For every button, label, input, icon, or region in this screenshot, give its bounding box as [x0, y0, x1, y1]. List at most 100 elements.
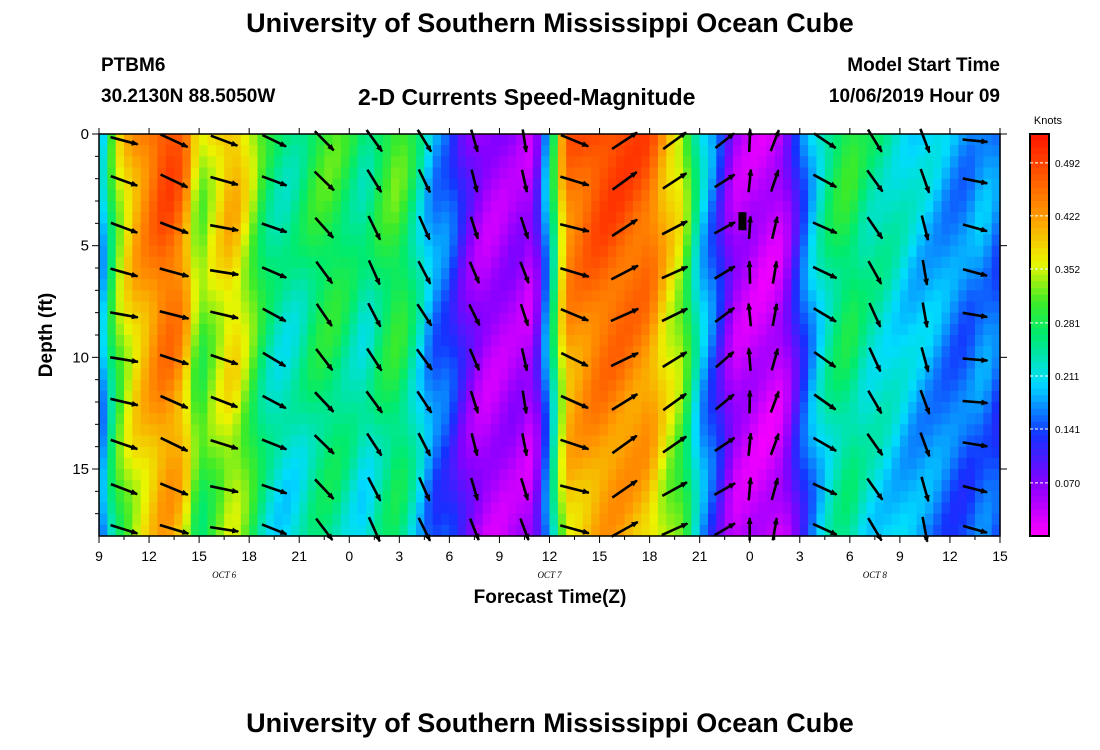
heat-cell [499, 524, 509, 537]
heat-cell [766, 212, 776, 224]
heat-cell [966, 189, 976, 202]
heat-cell [174, 156, 184, 169]
heat-cell [199, 234, 209, 247]
heat-cell [733, 335, 742, 347]
heat-cell [115, 223, 125, 236]
heat-cell [290, 346, 300, 358]
heat-cell [816, 279, 826, 291]
heat-cell [607, 335, 617, 347]
heat-cell [549, 402, 559, 414]
heat-cell [933, 145, 943, 157]
heat-cell [149, 245, 158, 258]
heat-cell [332, 435, 342, 448]
heat-cell [132, 379, 142, 392]
heat-cell [441, 167, 450, 180]
heat-cell [641, 201, 651, 213]
heat-cell [624, 167, 634, 180]
heat-cell [265, 201, 275, 213]
heat-cell [224, 156, 234, 169]
heat-cell [958, 178, 968, 191]
current-vector [520, 348, 529, 372]
heat-cell [816, 335, 826, 347]
heat-cell [332, 245, 342, 258]
heat-cell [441, 435, 450, 448]
heat-cell [416, 368, 425, 381]
heat-cell [657, 413, 667, 425]
heat-cell [924, 335, 934, 347]
heat-cell [99, 201, 108, 213]
heat-cell [207, 290, 217, 303]
heat-cell [207, 502, 217, 515]
heat-cell [883, 480, 893, 492]
heat-cell [449, 268, 459, 280]
heat-cell [824, 480, 834, 492]
heat-cell [557, 335, 567, 347]
heat-cell [299, 457, 309, 470]
current-vector [313, 434, 335, 455]
heat-cell [157, 502, 167, 515]
heat-cell [699, 513, 709, 526]
heat-cell [766, 524, 776, 537]
heat-cell [324, 524, 334, 537]
heat-cell [207, 413, 217, 425]
heat-cell [182, 323, 192, 336]
heat-cell [307, 513, 317, 526]
heat-cell [607, 290, 617, 303]
heat-cell [582, 156, 592, 169]
heat-cell [382, 301, 392, 314]
heat-cell [299, 335, 309, 347]
heat-cell [874, 502, 884, 515]
heat-cell [716, 145, 726, 157]
heat-cell [624, 413, 634, 425]
heat-cell [182, 167, 192, 180]
heat-cell [466, 390, 476, 403]
heat-cell [791, 268, 801, 280]
heat-cell [549, 268, 559, 280]
heat-cell [224, 279, 234, 291]
heat-cell [299, 167, 309, 180]
heat-cell [724, 268, 734, 280]
heat-cell [524, 256, 534, 269]
heat-cell [441, 212, 450, 224]
heat-cell [724, 189, 734, 202]
heat-cell [432, 491, 442, 504]
heat-cell [507, 279, 517, 291]
heat-cell [899, 234, 909, 247]
heat-cell [858, 201, 868, 213]
heat-cell [808, 424, 818, 437]
heat-cell [182, 413, 192, 425]
heat-cell [908, 189, 918, 202]
heat-cell [232, 234, 242, 247]
heat-cell [733, 502, 742, 515]
heat-cell [399, 178, 409, 191]
current-vector [519, 477, 530, 501]
heat-cell [933, 335, 943, 347]
heat-cell [741, 469, 751, 481]
heat-cell [124, 212, 133, 224]
current-vector [812, 265, 838, 280]
heat-cell [399, 223, 409, 236]
heat-cell [324, 424, 334, 437]
heat-cell [190, 256, 200, 269]
heat-cell [332, 357, 342, 370]
heat-cell [390, 167, 400, 180]
heat-cell [799, 312, 809, 325]
heat-cell [315, 346, 325, 358]
heat-cell [916, 312, 926, 325]
heat-cell [724, 178, 734, 191]
heat-cell [157, 480, 167, 492]
heat-cell [532, 346, 542, 358]
heat-cell [215, 413, 225, 425]
heat-cell [407, 279, 417, 291]
heat-cell [591, 156, 601, 169]
heat-cell [974, 457, 984, 470]
heat-cell [908, 312, 918, 325]
heat-cell [674, 134, 684, 146]
heat-cell [566, 480, 576, 492]
heat-cell [549, 279, 559, 291]
heat-cell [858, 457, 868, 470]
heat-cell [674, 167, 684, 180]
heat-cell [474, 167, 484, 180]
heat-cell [365, 502, 375, 515]
heat-cell [708, 223, 717, 236]
